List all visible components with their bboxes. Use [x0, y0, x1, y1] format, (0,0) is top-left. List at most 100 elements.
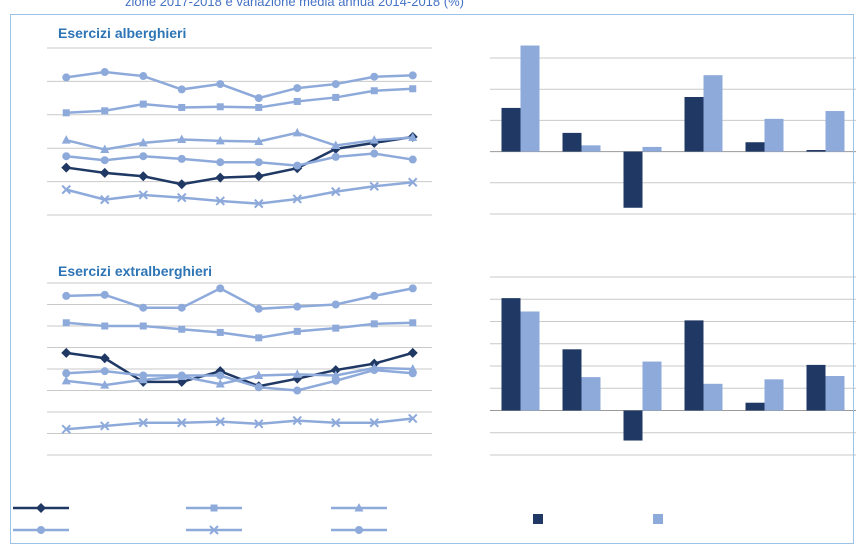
- legend-item-vma: [653, 514, 663, 524]
- data-point-puglia: [331, 152, 340, 161]
- data-point-italia: [409, 319, 417, 327]
- marker-stroke: [138, 190, 148, 200]
- data-point-sicilia: [215, 135, 225, 145]
- data-point-calabria: [138, 190, 148, 200]
- data-point-puglia: [177, 154, 186, 163]
- data-point-sicilia: [331, 140, 341, 150]
- data-point-italia: [62, 109, 70, 117]
- bar-var-sardegna: [501, 298, 521, 411]
- data-point-italia: [139, 322, 147, 330]
- data-point-puglia: [100, 156, 109, 165]
- data-point-sardegna: [99, 353, 110, 364]
- data-point-sicilia: [61, 135, 71, 144]
- data-point-calabria: [292, 415, 302, 426]
- data-point-calabria: [369, 418, 379, 428]
- data-point-puglia: [370, 366, 379, 375]
- data-point-sardegna: [138, 171, 149, 182]
- bar-var-corsica: [806, 150, 826, 152]
- data-point-calabria: [138, 418, 148, 428]
- data-point-sardegna: [61, 162, 72, 173]
- bar-vma-sicilia: [581, 377, 601, 411]
- bar-vma-corsica: [825, 376, 845, 411]
- marker-stroke: [209, 525, 219, 535]
- bar-vma-puglia: [642, 146, 662, 152]
- marker-stroke: [138, 418, 148, 428]
- legend-swatch-marker: [210, 504, 218, 512]
- data-point-calabria: [215, 416, 225, 427]
- marker-stroke: [292, 194, 302, 204]
- marker-stroke: [369, 418, 379, 428]
- bar-vma-sardegna: [520, 311, 540, 411]
- data-point-italia: [216, 103, 224, 111]
- bar-vma-puglia: [642, 361, 662, 411]
- series-line-sicilia: [66, 366, 413, 387]
- data-point-calabria: [292, 194, 302, 204]
- data-point-italia: [409, 85, 417, 93]
- legend-swatch-bar: [533, 514, 543, 524]
- hotel-bar-chart: [490, 45, 856, 215]
- data-point-sardegna: [99, 167, 110, 178]
- data-point-puglia: [177, 371, 186, 380]
- data-point-sicilia: [254, 136, 264, 146]
- data-point-italia: [293, 327, 301, 335]
- bar-vma-corsica: [825, 111, 845, 152]
- data-point-calabria: [177, 192, 187, 203]
- series-line-puglia: [66, 152, 413, 167]
- bar-var-puglia: [623, 410, 643, 441]
- data-point-sardegna: [61, 347, 72, 358]
- data-point-puglia: [62, 152, 71, 161]
- data-point-sicilia: [292, 127, 302, 137]
- data-point-calabria: [61, 424, 71, 434]
- bar-var-puglia: [623, 151, 643, 208]
- data-point-puglia: [139, 371, 148, 380]
- series-line-corsica: [66, 286, 413, 311]
- line-legend: [13, 503, 387, 535]
- legend-swatch-marker: [209, 525, 219, 535]
- bar-vma-calabria: [703, 383, 723, 411]
- legend-item-italia: [186, 504, 242, 512]
- data-point-italia: [178, 103, 186, 111]
- legend-swatch-marker: [355, 526, 363, 534]
- data-point-puglia: [216, 158, 225, 167]
- bar-vma-sardegna: [520, 45, 540, 152]
- data-point-puglia: [331, 376, 340, 385]
- data-point-italia: [139, 100, 147, 108]
- bar-var-sicilia: [562, 349, 582, 411]
- marker-stroke: [254, 198, 264, 209]
- data-point-calabria: [331, 186, 341, 197]
- bar-vma-italia: [764, 379, 784, 411]
- data-point-corsica: [62, 73, 71, 82]
- data-point-calabria: [215, 196, 225, 206]
- bar-legend: [533, 514, 663, 524]
- data-point-calabria: [100, 421, 110, 431]
- legend-swatch-marker: [354, 503, 364, 512]
- data-point-italia: [332, 93, 340, 101]
- marker-stroke: [369, 181, 379, 191]
- data-point-corsica: [331, 80, 340, 89]
- data-point-italia: [178, 325, 186, 333]
- legend-item-sardegna: [13, 503, 69, 513]
- data-point-italia: [255, 334, 263, 342]
- legend-item-corsica: [331, 526, 387, 534]
- data-point-italia: [255, 103, 263, 111]
- data-point-puglia: [254, 158, 263, 167]
- data-point-sicilia: [177, 134, 187, 144]
- data-point-corsica: [293, 302, 302, 311]
- marker-stroke: [292, 415, 302, 426]
- marker-stroke: [254, 419, 264, 429]
- marker-stroke: [177, 192, 187, 203]
- data-point-italia: [62, 319, 70, 327]
- legend-item-puglia: [13, 526, 69, 534]
- data-point-calabria: [254, 198, 264, 209]
- extrahotel-line-chart: Esercizi extralberghieri: [47, 263, 432, 456]
- marker-stroke: [61, 424, 71, 434]
- data-point-corsica: [408, 71, 417, 80]
- data-point-italia: [293, 97, 301, 105]
- data-point-sicilia: [138, 137, 148, 147]
- data-point-puglia: [62, 369, 71, 378]
- data-point-italia: [216, 328, 224, 336]
- bar-vma-calabria: [703, 75, 723, 152]
- marker-stroke: [215, 416, 225, 427]
- data-point-corsica: [408, 284, 417, 293]
